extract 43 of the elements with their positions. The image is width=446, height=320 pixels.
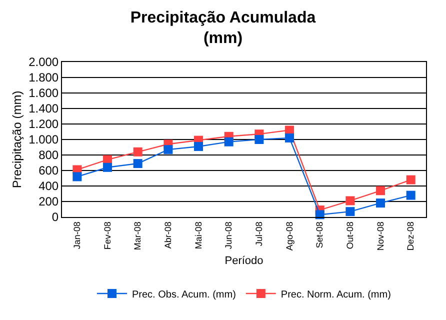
x-tick-label: Jul-08	[254, 222, 264, 246]
x-tick-label: Dez-08	[406, 222, 416, 251]
x-tick-label: Set-08	[314, 222, 325, 248]
y-tick-label: 1.000	[28, 132, 59, 147]
point	[224, 137, 234, 146]
legend-label: Prec. Norm. Acum. (mm)	[280, 289, 391, 300]
x-tick-label: Fev-08	[102, 222, 112, 250]
y-tick-label: 1.800	[28, 70, 59, 85]
point	[164, 145, 173, 154]
x-tick-label: Abr-08	[163, 222, 174, 249]
x-tick-label: Ago-08	[284, 222, 294, 251]
y-tick-label: 800	[38, 148, 59, 162]
point	[254, 135, 264, 144]
point	[72, 172, 82, 182]
y-axis-title: Precipitação (mm)	[10, 90, 24, 188]
point	[285, 133, 294, 142]
x-tick-label: Mar-08	[132, 222, 143, 250]
point	[376, 186, 385, 196]
x-tick-label: Nov-08	[375, 222, 386, 251]
y-tick-label: 1.400	[28, 102, 59, 116]
point	[406, 175, 416, 184]
point	[133, 159, 142, 168]
y-tick-label: 400	[38, 179, 59, 194]
point	[376, 198, 385, 208]
point	[133, 147, 142, 156]
x-tick-label: Jun-08	[224, 222, 234, 250]
point	[346, 207, 355, 216]
chart-title: Precipitação Acumulada (mm)	[130, 9, 316, 48]
point	[103, 162, 112, 172]
point	[406, 190, 416, 200]
y-tick-label: 1.600	[28, 86, 59, 100]
point	[194, 142, 203, 151]
y-tick-label: 2.000	[28, 55, 59, 70]
legend-label: Prec. Obs. Acum. (mm)	[132, 289, 236, 300]
x-tick-label: Jan-08	[72, 222, 82, 250]
y-tick-label: 0	[52, 210, 59, 224]
point	[346, 196, 355, 206]
x-tick-label: Out-08	[345, 222, 356, 250]
x-tick-label: Mai-08	[193, 222, 204, 250]
y-tick-label: 1.200	[28, 117, 59, 132]
y-tick-label: 200	[38, 194, 59, 209]
x-axis-title: Período	[224, 254, 264, 267]
y-tick-label: 600	[38, 164, 59, 178]
